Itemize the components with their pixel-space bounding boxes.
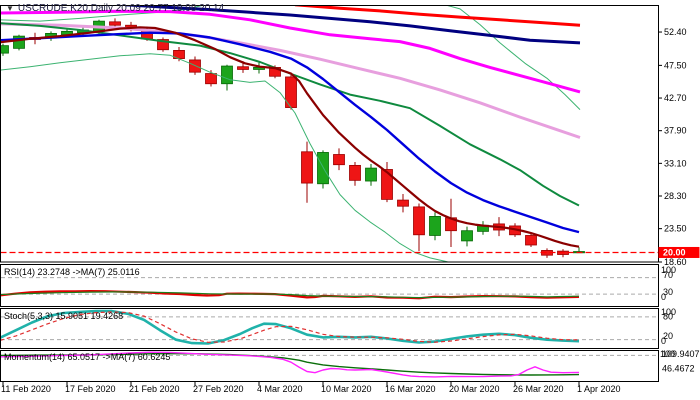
candle-body (461, 230, 473, 242)
candle-body (157, 39, 169, 51)
rsi-axis-label: 70 (663, 270, 673, 280)
price-axis[interactable]: 52.40 47.50 42.70 37.90 33.10 28.30 23.50 18.60… (658, 27, 700, 267)
symbol-period-label: USCRUDE.K20,Daily (17, 3, 113, 14)
price-tick-label: 33.10 (664, 158, 687, 168)
candle-body (109, 21, 121, 26)
candle-body (429, 216, 441, 236)
momentum-main-line (1, 351, 580, 378)
candle-body (397, 199, 409, 207)
time-tick-label: 10 Mar 2020 (321, 384, 372, 394)
time-tick-label: 11 Feb 2020 (1, 384, 51, 394)
price-tick-label: 47.50 (664, 60, 687, 70)
ma-magenta (1, 9, 581, 94)
candle-body (1, 45, 9, 54)
rsi-indicator-label: RSI(14) 23.2748 ->MA(7) 25.0116 (4, 267, 140, 277)
price-tick-label: 37.90 (664, 126, 687, 136)
rsi-axis-label: 100 (661, 265, 676, 275)
time-tick-label: 4 Mar 2020 (257, 384, 303, 394)
chart-title: ▼ USCRUDE.K20,Daily 20.09 20.77 19.98 20.… (6, 3, 224, 14)
current-price-badge (658, 246, 700, 258)
candles-layer (1, 18, 585, 258)
candle-body (525, 235, 537, 246)
stoch-pane[interactable] (0, 308, 659, 349)
momentum-axis-label: 100 (660, 349, 675, 359)
stoch-axis-label: 0 (661, 336, 666, 346)
momentum-axis-label: 109.9407 (662, 349, 700, 359)
time-tick-label: 27 Feb 2020 (193, 384, 244, 394)
price-pane[interactable] (0, 5, 659, 263)
candle-body (237, 66, 249, 70)
candle-body (13, 35, 25, 49)
band-lower-seagreen (1, 53, 449, 262)
candle-body (221, 65, 233, 85)
momentum-indicator-label: Momentum(14) 65.0517 ->MA(7) 60.6245 (4, 352, 171, 362)
time-tick-label: 17 Feb 2020 (65, 384, 116, 394)
candle-body (301, 151, 313, 184)
price-tick-label: 18.60 (664, 257, 687, 267)
momentum-ma-line (1, 352, 580, 376)
ma-plum (1, 22, 581, 139)
candle-body (413, 206, 425, 236)
ma-red (294, 6, 581, 27)
stoch-indicator-label: Stoch(5,3,3) 15.9051 19.4268 (4, 311, 124, 321)
time-tick-label: 26 Mar 2020 (513, 384, 564, 394)
rsi-ma-line (1, 291, 580, 299)
momentum-content (1, 351, 658, 378)
candle-body (333, 154, 345, 166)
time-tick-label: 20 Mar 2020 (449, 384, 500, 394)
rsi-content (1, 277, 658, 300)
time-axis[interactable]: 11 Feb 2020 17 Feb 2020 21 Feb 2020 27 Feb … (1, 382, 621, 394)
stoch-axis-label: 80 (663, 312, 673, 322)
band-upper-seagreen (1, 6, 581, 110)
time-tick-label: 16 Mar 2020 (385, 384, 436, 394)
time-tick-label: 21 Feb 2020 (129, 384, 180, 394)
rsi-axis-label: 0 (661, 292, 666, 302)
time-tick-label: 1 Apr 2020 (577, 384, 621, 394)
candle-body (349, 164, 361, 181)
price-tick-label: 52.40 (664, 27, 687, 37)
stoch-axis-label: 20 (663, 331, 673, 341)
stoch-d-line (1, 311, 580, 343)
ma-navy (124, 6, 581, 45)
current-price-badge-label: 20.00 (663, 247, 686, 257)
ma-maroon (1, 26, 580, 248)
rsi-axis-label: 30 (663, 287, 673, 297)
ma-blue (1, 31, 580, 234)
price-tick-label: 23.50 (664, 224, 687, 234)
candle-body (381, 169, 393, 200)
stoch-content (1, 309, 658, 345)
price-tick-label: 28.30 (664, 191, 687, 201)
candle-body (365, 167, 377, 182)
candle-body (205, 73, 217, 85)
price-tick-label: 42.70 (664, 93, 687, 103)
symbol-dropdown-icon[interactable]: ▼ (6, 4, 14, 13)
momentum-axis-label: 46.4672 (662, 364, 695, 374)
stoch-axis-label: 100 (661, 307, 676, 317)
ohlc-values: 20.09 20.77 19.98 20.14 (115, 3, 225, 14)
rsi-pane[interactable] (0, 264, 659, 307)
price-pane-content (1, 6, 658, 262)
